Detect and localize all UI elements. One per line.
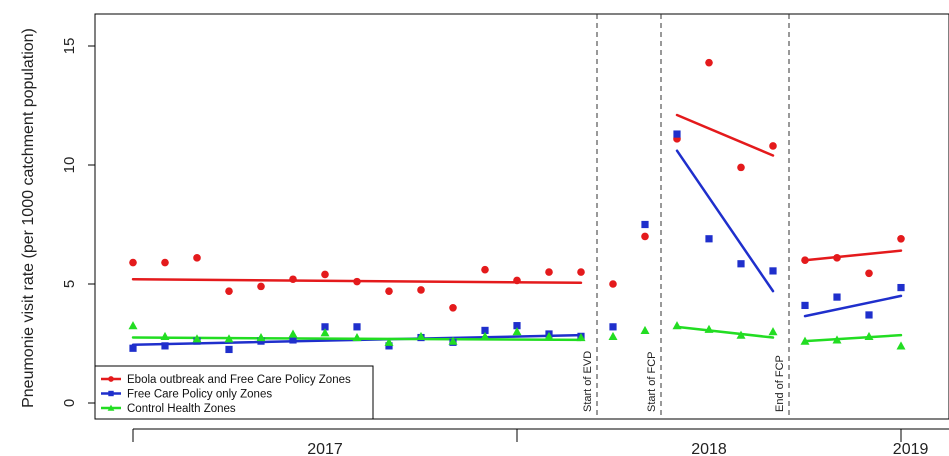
triangle-point [320,328,330,337]
square-point [801,301,809,310]
square-point [225,345,233,354]
trend-line [803,249,903,262]
triangle-point [128,321,138,330]
triangle-point [608,331,618,340]
trend-line [675,149,775,293]
square-point [513,322,521,330]
triangle-point [192,334,202,343]
square-point [769,267,777,275]
square-point [833,293,841,301]
legend-marker [107,404,115,411]
triangle-point [736,330,746,339]
circle-point [129,258,137,267]
event-label: Start of EVD [582,351,594,412]
circle-point [577,268,585,276]
trend-line [675,113,775,157]
square-point [865,311,873,319]
square-point [289,336,297,344]
y-axis: 0 5 10 15 [61,38,95,407]
square-point [705,235,713,243]
circle-point [545,268,553,276]
plot-frame [94,13,949,420]
triangle-point [384,337,394,346]
trend-lines [131,113,903,346]
triangle-point [640,325,650,335]
square-point [353,323,361,331]
circle-point [833,254,841,262]
square-point [737,260,745,268]
legend: Ebola outbreak and Free Care Policy Zone… [94,365,374,420]
legend-label: Ebola outbreak and Free Care Policy Zone… [127,374,351,386]
square-point [321,323,329,331]
triangle-point [704,324,714,333]
triangle-point [160,331,170,340]
triangle-point [512,327,522,336]
circle-point [161,258,169,267]
circle-point [321,270,329,279]
circle-point [449,304,457,312]
circle-point [641,232,649,241]
square-point [161,342,169,350]
triangle-point [672,321,682,330]
triangle-point [416,331,426,340]
triangle-point [288,329,298,338]
triangle-point [544,331,554,340]
circle-point [609,280,617,288]
circle-point [417,286,425,294]
square-point [641,220,649,229]
triangle-point [576,333,586,342]
legend-label: Control Health Zones [127,403,236,415]
x-year-label: 2017 [307,441,343,456]
event-lines: Start of EVD Start of FCP End of FCP [582,14,790,419]
data-points [128,58,906,354]
circle-point [225,287,233,295]
circle-point [801,256,809,265]
legend-marker [108,390,114,397]
x-axis: 2017 2018 2019 [132,428,949,456]
legend-marker [108,376,114,382]
square-point [481,326,489,335]
square-point [897,283,905,292]
square-point [129,344,137,352]
circle-point [257,282,265,291]
trend-line [803,294,903,318]
triangle-point [224,334,234,343]
circle-point [513,276,521,285]
circle-point [737,163,745,172]
x-year-label: 2018 [691,441,727,456]
x-year-label: 2019 [893,441,929,456]
y-axis-title: Pneumonie visit rate (per 1000 catchment… [20,28,37,408]
circle-point [865,269,873,278]
square-point [673,130,681,138]
y-tick-label: 0 [61,399,78,407]
circle-point [481,265,489,274]
triangle-point [800,336,810,345]
triangle-point [832,335,842,344]
circle-point [897,234,905,243]
triangle-point [448,336,458,345]
circle-point [385,287,393,295]
event-label: Start of FCP [646,351,658,412]
event-label: End of FCP [774,355,786,412]
square-point [609,323,617,331]
legend-box [94,365,374,420]
triangle-point [768,327,778,336]
triangle-point [896,341,906,350]
triangle-point [256,333,266,342]
circle-point [353,277,361,286]
y-tick-label: 10 [61,157,78,174]
legend-label: Free Care Policy only Zones [127,389,272,401]
trend-line [803,333,903,343]
circle-point [289,275,297,284]
triangle-point [352,333,362,342]
y-tick-label: 5 [61,280,78,288]
circle-point [193,254,201,262]
y-tick-label: 15 [61,38,78,55]
trend-line [675,325,775,339]
circle-point [705,58,713,67]
circle-point [769,142,777,150]
triangle-point [480,331,490,340]
triangle-point [864,331,874,340]
